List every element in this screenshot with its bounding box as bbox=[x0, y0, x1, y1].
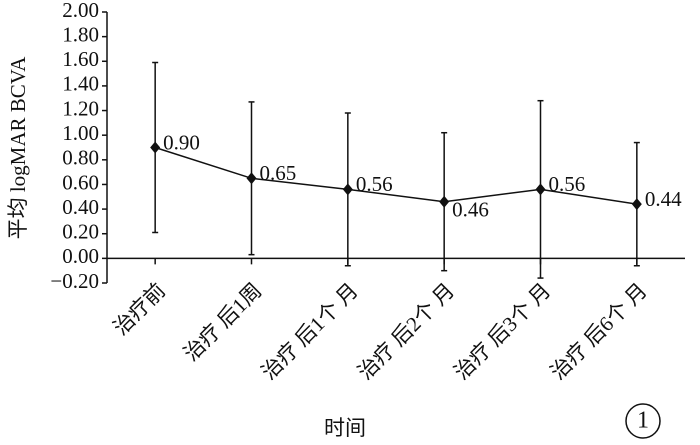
y-tick-label: 0.60 bbox=[62, 170, 99, 194]
data-label: 0.90 bbox=[163, 130, 200, 154]
marker bbox=[631, 198, 642, 211]
y-tick-label: −0.20 bbox=[50, 269, 99, 293]
x-tick-label: 治疗 后1周 bbox=[179, 278, 267, 366]
y-tick-label: 0.40 bbox=[62, 195, 99, 219]
data-label: 0.46 bbox=[452, 198, 489, 222]
annotation: 1 bbox=[637, 408, 649, 434]
x-tick-label: 治疗 后6个 月 bbox=[546, 278, 652, 384]
y-tick-label: 2.00 bbox=[62, 0, 99, 22]
marker bbox=[342, 183, 353, 196]
x-tick-label: 治疗 后2个 月 bbox=[353, 278, 459, 384]
data-label: 0.56 bbox=[549, 172, 586, 196]
x-tick-label: 治疗 后1个 月 bbox=[257, 278, 363, 384]
y-tick-label: 0.20 bbox=[62, 220, 99, 244]
y-tick-label: 1.00 bbox=[62, 121, 99, 145]
y-tick-label: 0.00 bbox=[62, 244, 99, 268]
line bbox=[154, 146, 637, 205]
data-label: 0.65 bbox=[260, 161, 297, 185]
marker bbox=[246, 172, 257, 185]
y-tick-label: 1.60 bbox=[62, 47, 99, 71]
marker bbox=[535, 183, 546, 196]
y-tick-label: 1.80 bbox=[62, 22, 99, 46]
y-axis-label: 平均 logMAR BCVA bbox=[6, 56, 30, 240]
marker bbox=[150, 141, 161, 154]
x-tick-label: 治疗前 bbox=[109, 278, 171, 340]
y-tick-label: 0.80 bbox=[62, 146, 99, 170]
x-tick-label: 治疗 后3个 月 bbox=[449, 278, 555, 384]
marker bbox=[439, 195, 450, 208]
y-tick-label: 1.20 bbox=[62, 96, 99, 120]
data-label: 0.56 bbox=[356, 172, 393, 196]
x-axis-label: 时间 bbox=[324, 416, 366, 440]
data-label: 0.44 bbox=[645, 187, 682, 211]
annotation-circle bbox=[625, 403, 661, 439]
y-tick-label: 1.40 bbox=[62, 72, 99, 96]
